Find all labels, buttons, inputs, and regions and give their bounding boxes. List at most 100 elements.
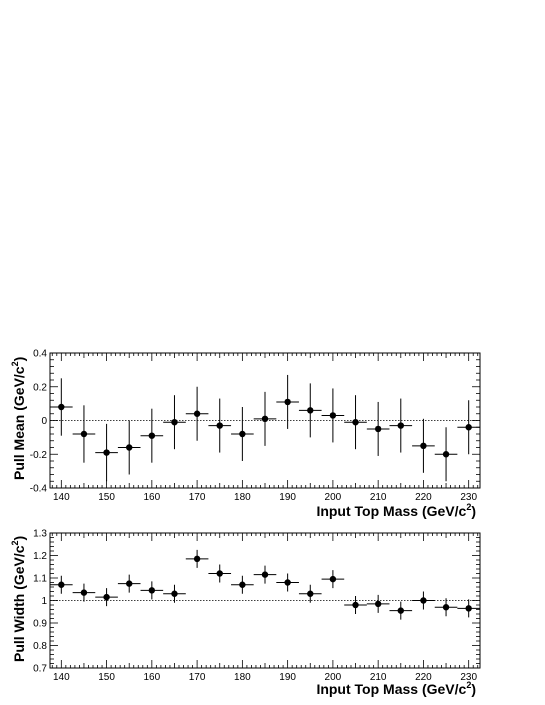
pull-mean-data-point: [389, 398, 413, 453]
pull-mean-x-tick-label: 160: [143, 492, 160, 503]
pull-width-x-axis-title: Input Top Mass (GeV/c2): [316, 680, 476, 697]
pull-width-x-tick-label: 200: [325, 672, 342, 683]
pull-width-marker: [171, 590, 178, 597]
pull-width-data-point: [163, 584, 186, 603]
pull-width-x-ticks: 140 150 160 170 180 190 200 210 220 230: [51, 533, 479, 683]
pull-width-data-point: [344, 596, 367, 614]
pull-mean-x-tick-label: 230: [460, 492, 477, 503]
pull-mean-marker: [80, 430, 88, 438]
pull-width-marker: [126, 580, 133, 587]
pull-width-y-tick-label: 0.8: [33, 641, 47, 652]
pull-width-marker: [80, 589, 88, 596]
pull-mean-marker: [261, 415, 269, 423]
pull-width-marker: [374, 600, 382, 608]
pull-width-x-tick-label: 170: [189, 672, 206, 683]
pull-mean-marker: [420, 442, 427, 450]
pull-width-marker: [284, 579, 291, 586]
pull-width-data-point: [321, 570, 345, 589]
pull-mean-x-ticks: 140 150 160 170 180 190 200 210 220 230: [51, 353, 479, 503]
pull-mean-marker: [397, 422, 404, 429]
pull-mean-y-tick-label: 0.4: [33, 349, 47, 360]
pull-width-data-point: [95, 588, 118, 607]
pull-mean-y-tick-label: 0.2: [33, 382, 47, 393]
pull-width-marker: [329, 575, 337, 583]
pull-mean-x-tick-label: 180: [234, 492, 251, 503]
pull-width-data-point: [140, 581, 164, 600]
pull-mean-marker: [171, 418, 178, 426]
pull-mean-y-tick-label: -0.4: [30, 484, 48, 495]
pull-width-y-axis-title: Pull Width (GeV/c2): [10, 536, 27, 662]
pull-mean-marker: [193, 410, 201, 417]
pull-width-y-tick-label: 0.7: [33, 664, 47, 675]
pull-mean-x-tick-label: 220: [415, 492, 432, 503]
pull-mean-x-tick-label: 140: [53, 492, 70, 503]
pull-width-x-tick-label: 230: [460, 672, 477, 683]
pull-width-y-tick-label: 1.3: [33, 529, 47, 540]
pull-width-data-point: [72, 583, 96, 602]
pull-width-data-point: [298, 584, 322, 603]
pull-mean-marker: [329, 412, 337, 419]
pull-width-panel: 140 150 160 170 180 190 200 210 220 230 0.7 0.8 0.9…: [10, 529, 481, 697]
pull-width-marker: [307, 590, 314, 597]
pull-width-data-point: [366, 594, 390, 613]
pull-width-data-point: [231, 575, 254, 594]
pull-width-x-tick-label: 210: [370, 672, 387, 683]
pull-mean-marker: [126, 444, 133, 451]
pull-width-marker: [103, 593, 110, 601]
pull-width-data-point: [185, 549, 209, 568]
pull-width-marker: [239, 581, 246, 588]
pull-width-marker: [352, 601, 359, 609]
pull-mean-marker: [58, 403, 65, 411]
pull-mean-y-axis-title: Pull Mean (GeV/c2): [10, 357, 27, 480]
pull-width-data-points: [50, 549, 480, 620]
pull-width-x-tick-label: 220: [415, 672, 432, 683]
pull-mean-data-point: [344, 395, 367, 450]
pull-mean-data-point: [140, 408, 164, 463]
pull-mean-data-point: [276, 374, 299, 429]
pull-mean-marker: [352, 418, 359, 426]
pull-width-marker: [148, 587, 156, 594]
pull-mean-data-point: [298, 383, 322, 438]
pull-width-data-point: [208, 564, 232, 583]
pull-width-y-tick-label: 0.9: [33, 619, 47, 630]
pull-mean-x-tick-label: 210: [370, 492, 387, 503]
pull-width-x-tick-label: 180: [234, 672, 251, 683]
pull-mean-data-point: [95, 423, 118, 482]
pull-width-marker: [261, 571, 269, 578]
pull-mean-y-tick-label: -0.2: [30, 450, 48, 461]
pull-width-data-point: [434, 598, 458, 617]
pull-width-data-point: [50, 575, 73, 594]
pull-mean-data-point: [434, 427, 458, 482]
pull-mean-data-points: [50, 374, 480, 482]
pull-width-x-tick-label: 190: [279, 672, 296, 683]
pull-width-marker: [465, 605, 472, 612]
pull-width-data-point: [412, 591, 435, 610]
pull-width-data-point: [117, 574, 141, 593]
pull-mean-data-point: [185, 386, 209, 441]
pull-mean-data-point: [412, 418, 435, 473]
pull-mean-x-tick-label: 170: [189, 492, 206, 503]
pull-width-marker: [420, 597, 427, 604]
pull-mean-x-tick-label: 150: [98, 492, 115, 503]
pull-mean-marker: [148, 432, 156, 439]
pull-mean-data-point: [163, 395, 186, 450]
pull-width-data-point: [457, 599, 480, 618]
pull-mean-x-axis-title: Input Top Mass (GeV/c2): [316, 502, 476, 519]
pull-mean-y-ticks: -0.4 -0.2 0 0.2 0.4: [30, 349, 480, 495]
pull-width-data-point: [389, 601, 413, 620]
pull-width-marker: [58, 581, 65, 588]
pull-mean-data-point: [208, 398, 232, 453]
pull-mean-data-point: [457, 400, 480, 455]
pull-width-x-tick-label: 150: [98, 672, 115, 683]
pull-width-marker: [193, 555, 201, 563]
pull-width-x-tick-label: 140: [53, 672, 70, 683]
pull-mean-panel: 140 150 160 170 180 190 200 210 220 230 -0.4 -0.2 0…: [10, 349, 481, 519]
pull-mean-marker: [239, 430, 246, 438]
pull-mean-x-tick-label: 200: [325, 492, 342, 503]
pull-mean-data-point: [321, 388, 345, 443]
pull-width-y-tick-label: 1: [41, 596, 47, 607]
pull-mean-data-point: [253, 391, 277, 446]
pull-width-data-point: [276, 573, 299, 592]
pull-mean-marker: [103, 449, 110, 456]
